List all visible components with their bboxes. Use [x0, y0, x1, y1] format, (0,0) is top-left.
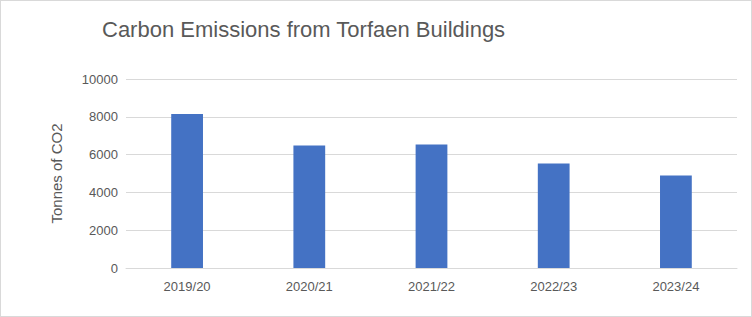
svg-text:Carbon Emissions from Torfaen: Carbon Emissions from Torfaen Buildings — [102, 17, 505, 42]
svg-text:6000: 6000 — [89, 147, 118, 162]
svg-text:2023/24: 2023/24 — [652, 279, 699, 294]
svg-text:Tonnes of CO2: Tonnes of CO2 — [48, 123, 65, 223]
svg-text:2020/21: 2020/21 — [286, 279, 333, 294]
svg-text:2022/23: 2022/23 — [530, 279, 577, 294]
svg-text:4000: 4000 — [89, 185, 118, 200]
svg-text:2019/20: 2019/20 — [164, 279, 211, 294]
svg-text:2000: 2000 — [89, 223, 118, 238]
svg-text:10000: 10000 — [82, 72, 118, 87]
svg-text:0: 0 — [111, 261, 118, 276]
svg-text:8000: 8000 — [89, 109, 118, 124]
svg-text:2021/22: 2021/22 — [408, 279, 455, 294]
